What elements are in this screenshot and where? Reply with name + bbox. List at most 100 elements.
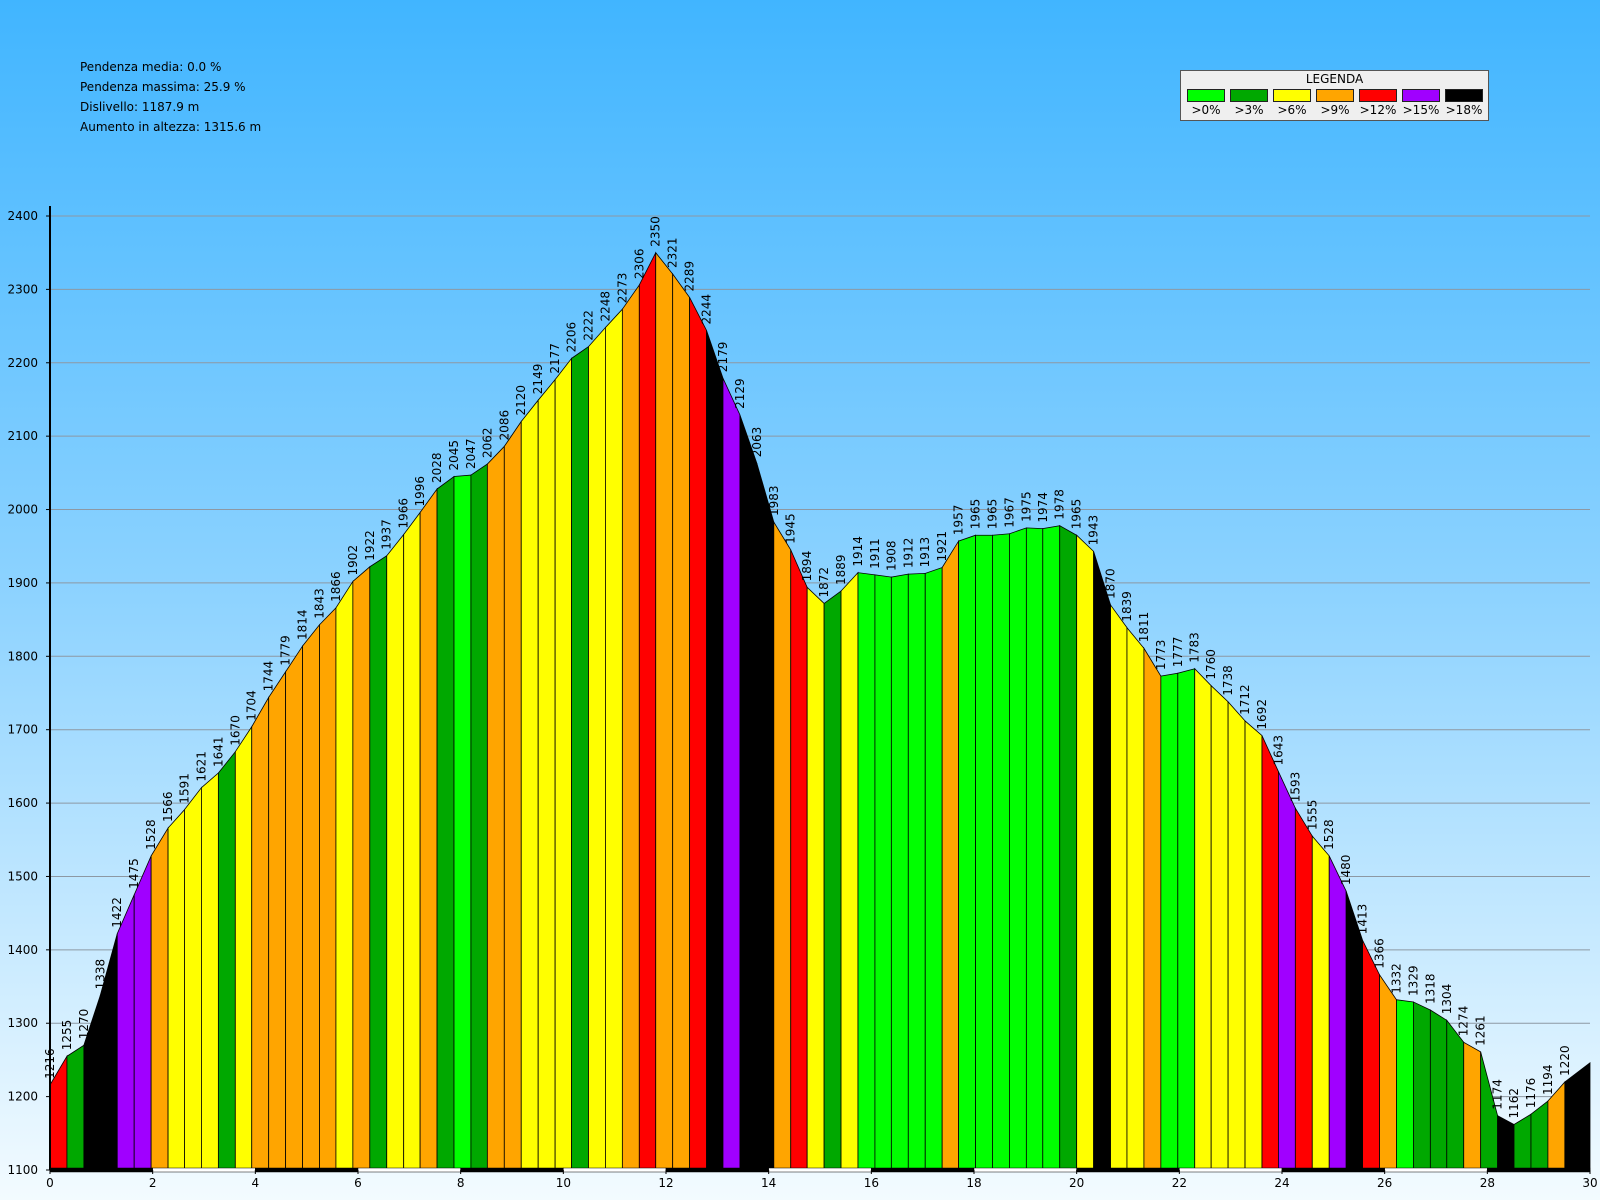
legend-item: >3% <box>1230 89 1268 117</box>
elevation-label: 1996 <box>413 476 427 507</box>
profile-segment <box>975 534 993 1171</box>
elevation-label: 1329 <box>1406 965 1420 996</box>
elevation-label: 2149 <box>531 364 545 395</box>
profile-segment <box>706 330 724 1171</box>
elevation-label: 1777 <box>1171 637 1185 668</box>
profile-segment <box>621 283 640 1171</box>
elevation-label: 1811 <box>1137 612 1151 643</box>
elevation-label: 1967 <box>1002 497 1016 528</box>
profile-segment <box>537 378 556 1171</box>
x-axis-band <box>1487 1167 1591 1173</box>
elevation-label: 1162 <box>1507 1088 1521 1119</box>
x-tick-label: 2 <box>149 1176 157 1190</box>
profile-segment <box>1328 855 1347 1171</box>
profile-segment <box>571 345 589 1171</box>
profile-segment <box>470 463 488 1171</box>
elevation-label: 2350 <box>649 216 663 247</box>
profile-segment <box>1497 1115 1515 1171</box>
profile-segment <box>285 644 303 1171</box>
x-tick-label: 20 <box>1069 1176 1084 1190</box>
profile-segment <box>1413 1001 1431 1171</box>
elevation-label: 1255 <box>60 1020 74 1051</box>
elevation-label: 1839 <box>1120 591 1134 622</box>
elevation-label: 1965 <box>1070 499 1084 530</box>
profile-segment <box>352 565 371 1171</box>
profile-segment <box>403 511 421 1171</box>
x-axis-band <box>563 1167 667 1173</box>
profile-segment <box>1261 735 1279 1171</box>
profile-segment <box>234 725 253 1171</box>
elevation-label: 1738 <box>1221 665 1235 696</box>
x-axis-band <box>255 1167 359 1173</box>
profile-segment <box>335 580 354 1171</box>
y-tick-label: 1900 <box>7 576 38 590</box>
elevation-label: 2028 <box>430 452 444 483</box>
profile-segment <box>554 357 572 1171</box>
profile-segment <box>924 566 943 1171</box>
elevation-label: 1957 <box>952 505 966 536</box>
elevation-label: 1621 <box>194 751 208 782</box>
x-axis-band <box>1179 1167 1283 1173</box>
elevation-label: 1566 <box>161 791 175 822</box>
elevation-label: 1945 <box>784 513 798 544</box>
elevation-label: 1712 <box>1238 684 1252 715</box>
elevation-label: 1978 <box>1053 489 1067 520</box>
pendenza-media: Pendenza media: 0.0 % <box>80 60 222 74</box>
profile-segment <box>1227 700 1246 1171</box>
y-tick-label: 1700 <box>7 723 38 737</box>
profile-segment <box>756 463 775 1171</box>
y-tick-label: 1800 <box>7 649 38 663</box>
elevation-label: 2179 <box>716 342 730 373</box>
elevation-label: 1332 <box>1389 963 1403 994</box>
legend-swatch <box>1359 89 1397 102</box>
profile-segment <box>116 894 135 1171</box>
x-axis-band <box>357 1167 461 1173</box>
profile-segment <box>773 520 792 1171</box>
x-axis-band <box>460 1167 564 1173</box>
elevation-label: 1974 <box>1036 492 1050 523</box>
elevation-label: 1528 <box>1322 819 1336 850</box>
profile-segment <box>386 533 405 1171</box>
profile-segment <box>1093 551 1111 1171</box>
x-tick-label: 16 <box>864 1176 879 1190</box>
profile-segment <box>1446 1019 1465 1171</box>
elevation-label: 1704 <box>245 690 259 721</box>
elevation-label: 1318 <box>1423 973 1437 1004</box>
profile-segment <box>941 539 959 1171</box>
profile-segment <box>1042 525 1061 1171</box>
x-tick-label: 24 <box>1274 1176 1289 1190</box>
elevation-label: 2222 <box>581 310 595 341</box>
x-axis-band <box>1384 1167 1488 1173</box>
profile-segment <box>133 855 152 1171</box>
elevation-label: 1555 <box>1305 800 1319 831</box>
x-tick-label: 26 <box>1377 1176 1392 1190</box>
elevation-label: 1913 <box>918 537 932 568</box>
profile-segment <box>369 555 388 1171</box>
profile-segment <box>823 590 842 1171</box>
elevation-label: 1773 <box>1154 640 1168 671</box>
elevation-label: 1912 <box>901 538 915 569</box>
y-tick-label: 1100 <box>7 1163 38 1177</box>
legend-swatch <box>1187 89 1225 102</box>
elevation-label: 2177 <box>548 343 562 374</box>
legend-swatch <box>1316 89 1354 102</box>
x-tick-label: 8 <box>457 1176 465 1190</box>
profile-segment <box>150 826 169 1171</box>
elevation-label: 1670 <box>228 715 242 746</box>
profile-segment <box>1177 668 1196 1171</box>
x-tick-label: 0 <box>46 1176 54 1190</box>
elevation-label: 1966 <box>397 498 411 529</box>
legend-item: >12% <box>1359 89 1397 117</box>
elevation-label: 1422 <box>110 897 124 928</box>
elevation-label: 1975 <box>1019 491 1033 522</box>
legend-title: LEGENDA <box>1305 72 1364 86</box>
profile-segment <box>1059 524 1078 1171</box>
profile-segment <box>453 474 472 1171</box>
profile-segment <box>1294 806 1313 1171</box>
elevation-label: 1866 <box>329 571 343 602</box>
elevation-label: 1176 <box>1524 1078 1538 1109</box>
x-tick-label: 6 <box>354 1176 362 1190</box>
profile-segment <box>302 623 320 1171</box>
profile-segment <box>1311 835 1330 1171</box>
profile-segment <box>1379 973 1397 1171</box>
